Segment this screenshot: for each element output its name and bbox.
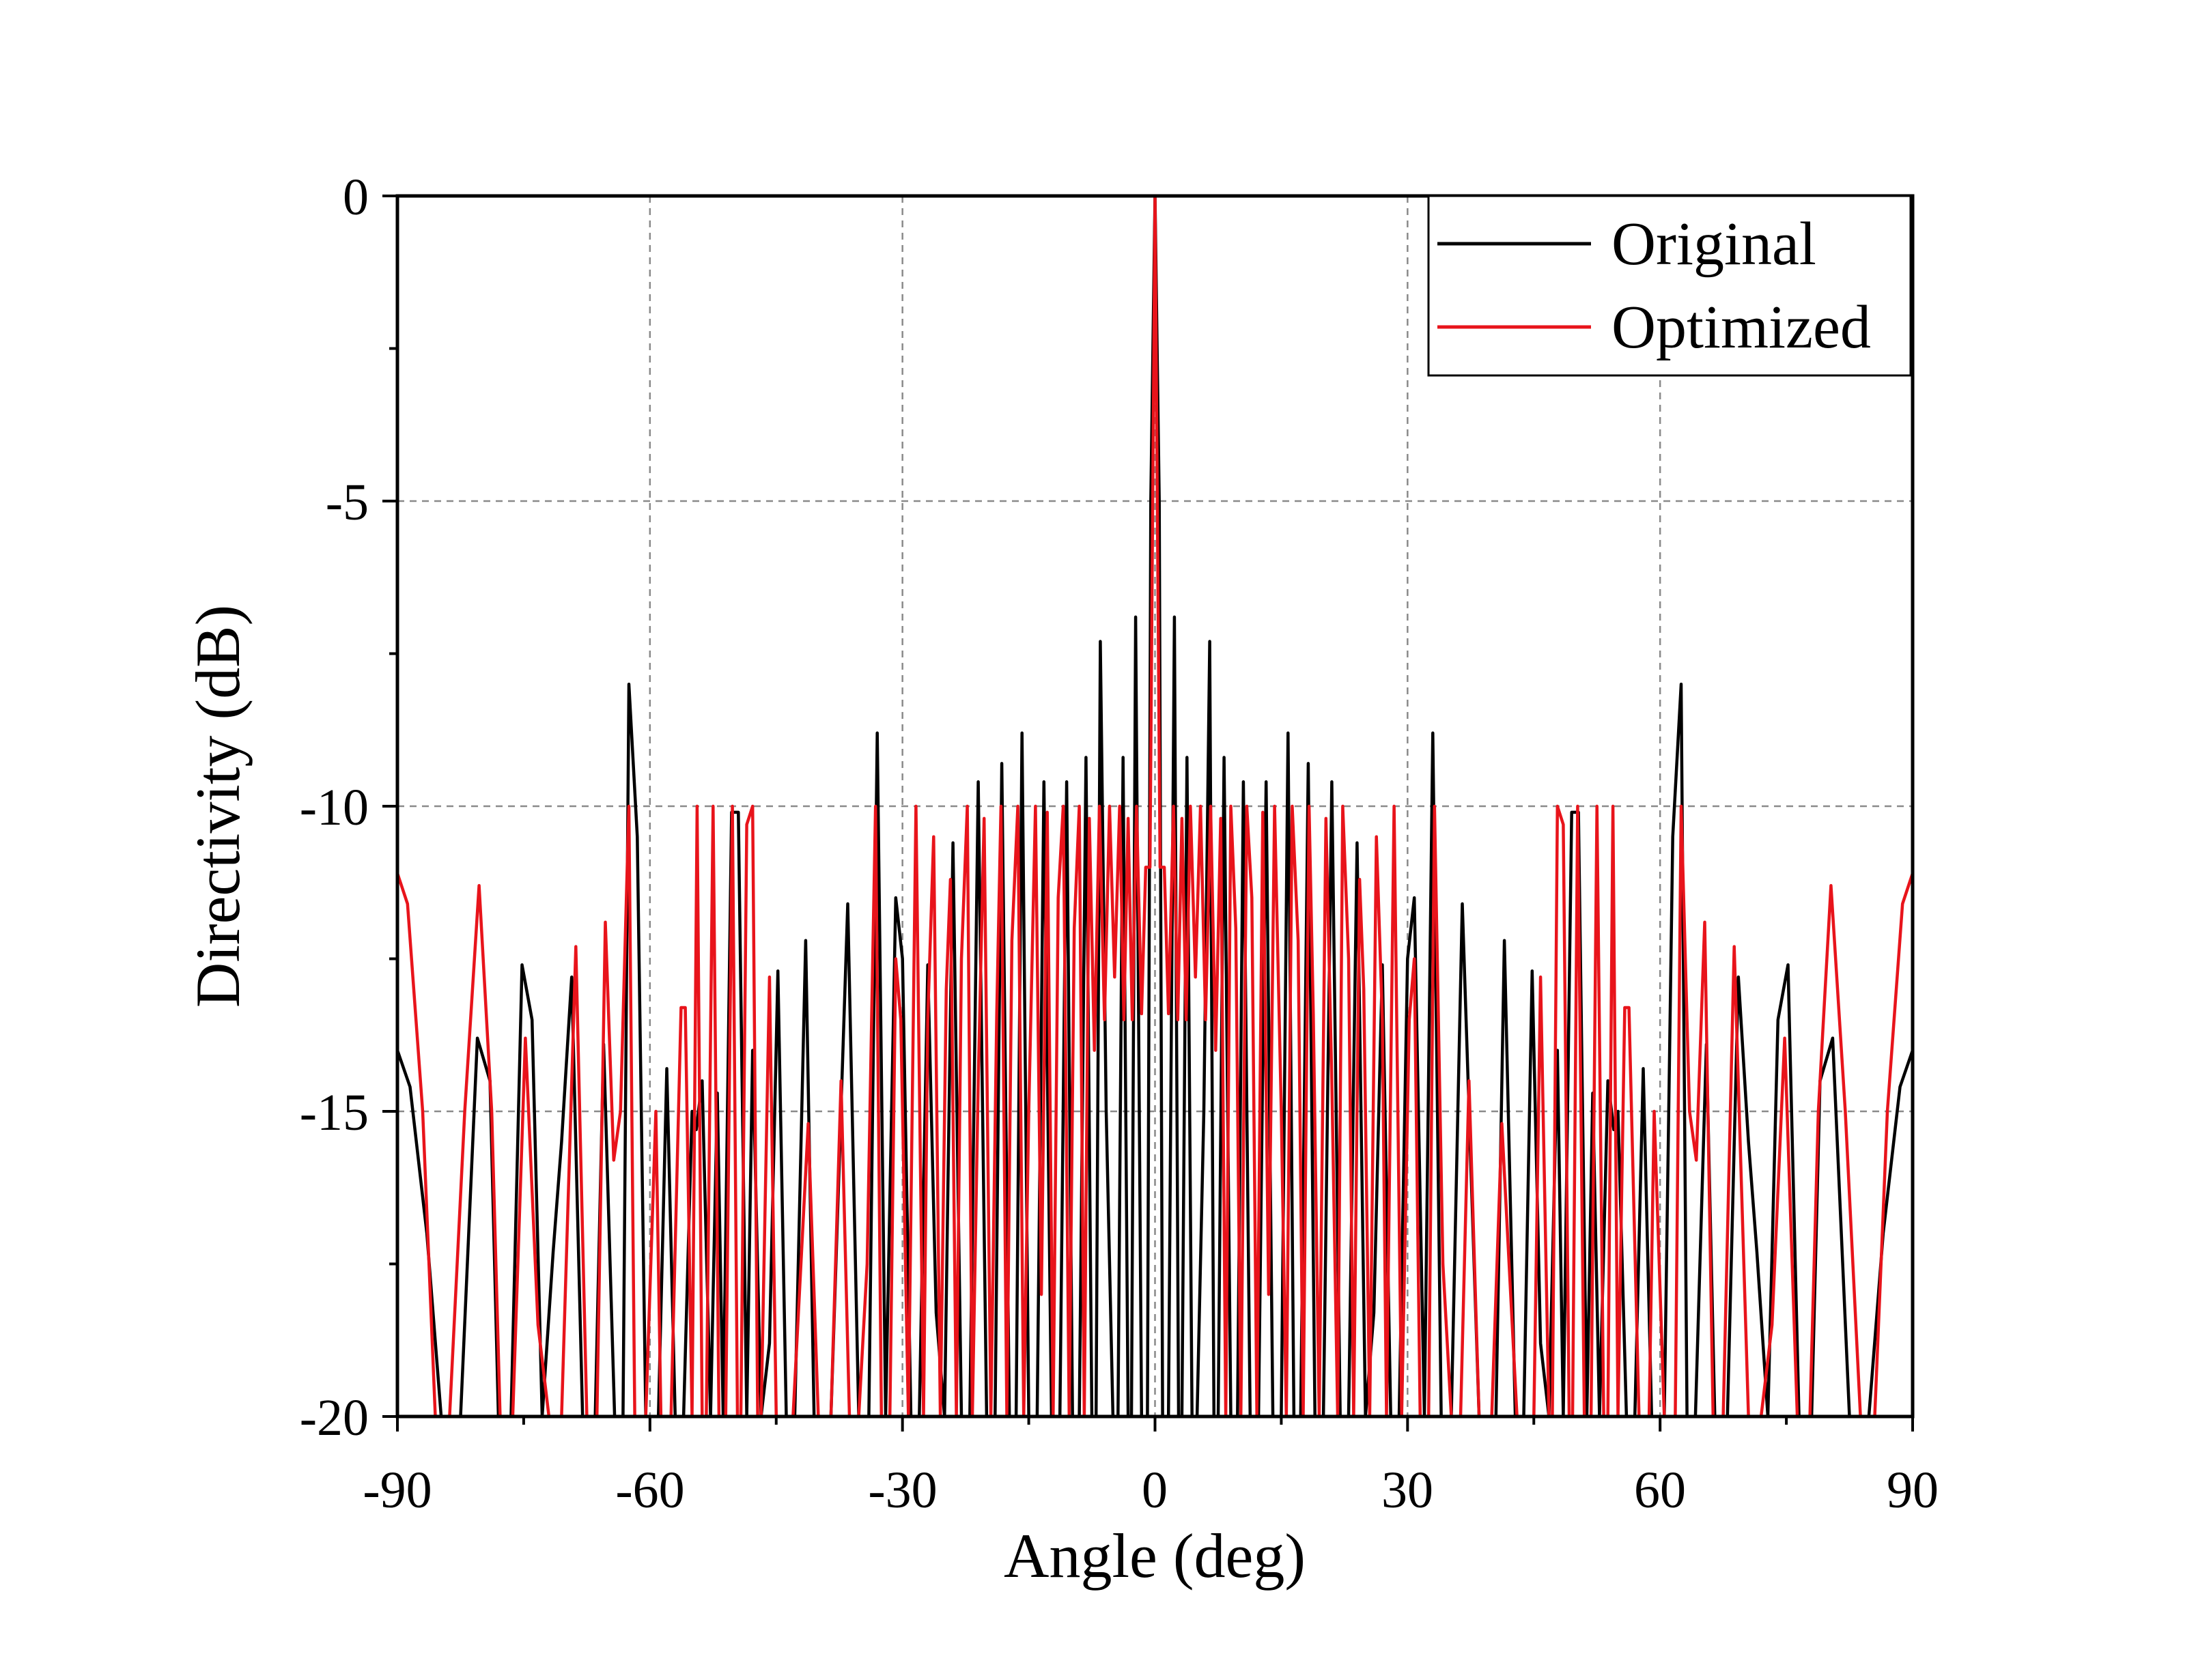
series-lines <box>397 196 1913 1416</box>
x-tick-label: 90 <box>1887 1462 1939 1519</box>
x-tick-label: -30 <box>868 1462 937 1519</box>
y-tick-label: -15 <box>300 1084 369 1141</box>
legend-label-optimized: Optimized <box>1611 294 1871 361</box>
y-tick-label: 0 <box>343 169 369 226</box>
y-tick-label: -20 <box>300 1389 369 1447</box>
legend-label-original: Original <box>1611 210 1816 278</box>
x-tick-label: -90 <box>363 1462 432 1519</box>
x-axis-title: Angle (deg) <box>1004 1521 1306 1591</box>
series-line-optimized <box>397 196 1913 1416</box>
legend-box <box>1427 195 1912 377</box>
legend: Original Optimized <box>1427 195 1912 377</box>
x-tick-label: -60 <box>615 1462 684 1519</box>
x-tick-label: 60 <box>1634 1462 1686 1519</box>
y-tick-label: -10 <box>300 779 369 836</box>
x-tick-label: 0 <box>1142 1462 1168 1519</box>
y-axis-title: Directivity (dB) <box>183 605 253 1008</box>
axis-ticks <box>382 195 1914 1432</box>
y-tick-label: -5 <box>326 474 369 531</box>
x-tick-label: 30 <box>1381 1462 1433 1519</box>
